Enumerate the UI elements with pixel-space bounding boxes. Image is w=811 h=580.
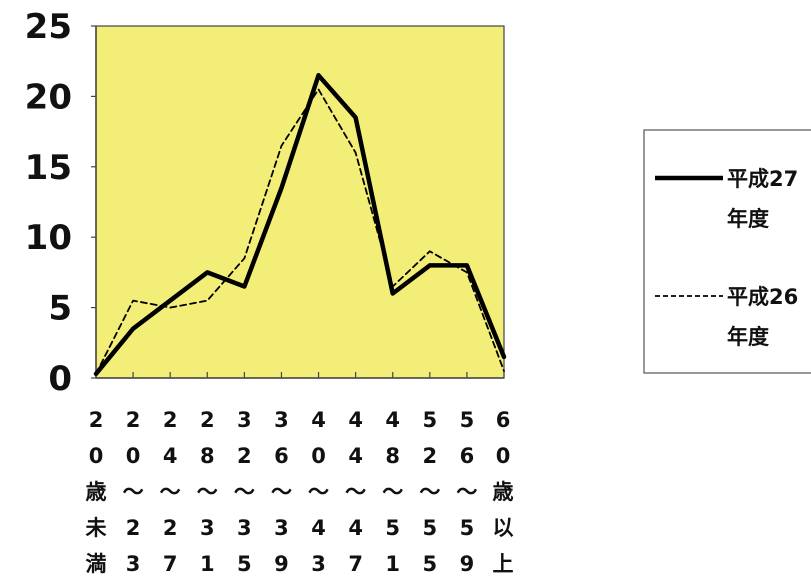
x-tick-label-char: 3 bbox=[237, 408, 252, 432]
x-tick-label-char: 6 bbox=[460, 444, 475, 468]
x-tick-label-char: 1 bbox=[385, 552, 400, 576]
x-tick-label-char: 7 bbox=[163, 552, 178, 576]
x-tick-label-char: 3 bbox=[274, 516, 289, 540]
x-tick-label-char: 〜 bbox=[197, 480, 218, 504]
y-tick-label: 10 bbox=[25, 218, 72, 258]
x-tick-label-char: 2 bbox=[423, 444, 438, 468]
series-line-2 bbox=[95, 88, 505, 375]
x-tick-label-char: 2 bbox=[163, 516, 178, 540]
x-tick-label-char: 4 bbox=[348, 408, 363, 432]
x-tick-label-char: 5 bbox=[385, 516, 400, 540]
x-tick-label-char: 9 bbox=[274, 552, 289, 576]
x-tick-label-char: 7 bbox=[348, 552, 363, 576]
x-tick-label-char: 4 bbox=[311, 408, 326, 432]
x-tick-label-char: 〜 bbox=[123, 480, 144, 504]
x-tick-label-char: 歳 bbox=[493, 480, 514, 504]
plot-area bbox=[95, 25, 505, 379]
x-tick-label-char: 未 bbox=[86, 516, 107, 540]
x-tick-label-char: 上 bbox=[493, 552, 514, 576]
x-tick-label-char: 4 bbox=[348, 516, 363, 540]
x-tick-label-char: 〜 bbox=[160, 480, 181, 504]
x-tick-label-char: 歳 bbox=[86, 480, 107, 504]
x-tick-label-char: 2 bbox=[237, 444, 252, 468]
y-tick-label: 25 bbox=[25, 7, 72, 47]
x-tick-label-char: 2 bbox=[126, 408, 141, 432]
x-tick-label-char: 8 bbox=[200, 444, 215, 468]
x-tick-label-char: 2 bbox=[200, 408, 215, 432]
x-tick-label: 2 4 〜 2 7 bbox=[160, 408, 181, 576]
x-tick-label: 2 8 〜 3 1 bbox=[197, 408, 218, 576]
x-tick-label-char: 5 bbox=[423, 408, 438, 432]
x-tick-label-char: 4 bbox=[311, 516, 326, 540]
legend-label: 年度 bbox=[727, 207, 769, 231]
legend-label: 平成27 bbox=[727, 167, 798, 191]
x-tick-label-char: 5 bbox=[423, 552, 438, 576]
x-tick-label-char: 4 bbox=[348, 444, 363, 468]
x-tick-label-char: 3 bbox=[274, 408, 289, 432]
series-line-1 bbox=[93, 73, 507, 377]
x-tick-label-char: 〜 bbox=[271, 480, 292, 504]
x-tick-label-char: 5 bbox=[460, 408, 475, 432]
x-tick-label-char: 2 bbox=[163, 408, 178, 432]
series-layer bbox=[93, 73, 507, 377]
x-tick-label-char: 6 bbox=[274, 444, 289, 468]
x-tick-label-char: 〜 bbox=[456, 480, 477, 504]
plot-background bbox=[95, 25, 505, 379]
x-tick-label: 5 6 〜 5 9 bbox=[456, 408, 477, 576]
x-tick-label-char: 0 bbox=[496, 444, 511, 468]
x-axis: 20歳未満20〜2324〜2728〜3132〜3536〜3940〜4344〜47… bbox=[86, 372, 514, 576]
legend-label: 年度 bbox=[727, 325, 769, 349]
x-tick-label-char: 9 bbox=[460, 552, 475, 576]
x-tick-label-char: 〜 bbox=[382, 480, 403, 504]
x-tick-label-char: 3 bbox=[126, 552, 141, 576]
x-tick-label-char: 〜 bbox=[308, 480, 329, 504]
x-tick-label-char: 3 bbox=[311, 552, 326, 576]
x-tick-label-char: 5 bbox=[237, 552, 252, 576]
x-tick-label-char: 0 bbox=[311, 444, 326, 468]
y-axis: 0 5 10 15 20 25 bbox=[25, 7, 97, 399]
x-tick-label-char: 満 bbox=[86, 552, 107, 576]
x-tick-label: 2 0 歳未満 bbox=[86, 408, 107, 576]
y-tick-label: 0 bbox=[48, 359, 72, 399]
x-tick-label: 4 4 〜 4 7 bbox=[345, 408, 366, 576]
x-tick-label-char: 〜 bbox=[345, 480, 366, 504]
x-tick-label-char: 0 bbox=[126, 444, 141, 468]
x-tick-label: 6 0 歳以上 bbox=[493, 408, 514, 576]
x-tick-label-char: 3 bbox=[200, 516, 215, 540]
x-tick-label-char: 8 bbox=[385, 444, 400, 468]
x-tick-label: 2 0 〜 2 3 bbox=[123, 408, 144, 576]
x-tick-label-char: 0 bbox=[89, 444, 104, 468]
x-tick-label-char: 6 bbox=[496, 408, 511, 432]
x-tick-label-char: 以 bbox=[493, 516, 514, 540]
x-tick-label-char: 5 bbox=[460, 516, 475, 540]
y-tick-label: 5 bbox=[48, 289, 72, 329]
x-tick-label-char: 4 bbox=[163, 444, 178, 468]
x-tick-label-char: 2 bbox=[89, 408, 104, 432]
x-tick-label-char: 1 bbox=[200, 552, 215, 576]
y-tick-label: 20 bbox=[25, 77, 72, 117]
legend-label: 平成26 bbox=[727, 285, 798, 309]
x-tick-label: 5 2 〜 5 5 bbox=[419, 408, 440, 576]
x-tick-label-char: 2 bbox=[126, 516, 141, 540]
x-tick-label-char: 〜 bbox=[234, 480, 255, 504]
x-tick-label-char: 5 bbox=[423, 516, 438, 540]
y-tick-label: 15 bbox=[25, 148, 72, 188]
x-tick-label: 4 0 〜 4 3 bbox=[308, 408, 329, 576]
x-tick-label-char: 4 bbox=[385, 408, 400, 432]
x-tick-label-char: 3 bbox=[237, 516, 252, 540]
legend-box bbox=[643, 129, 811, 374]
x-tick-label: 3 6 〜 3 9 bbox=[271, 408, 292, 576]
x-tick-label-char: 〜 bbox=[419, 480, 440, 504]
x-tick-label: 3 2 〜 3 5 bbox=[234, 408, 255, 576]
x-tick-label: 4 8 〜 5 1 bbox=[382, 408, 403, 576]
